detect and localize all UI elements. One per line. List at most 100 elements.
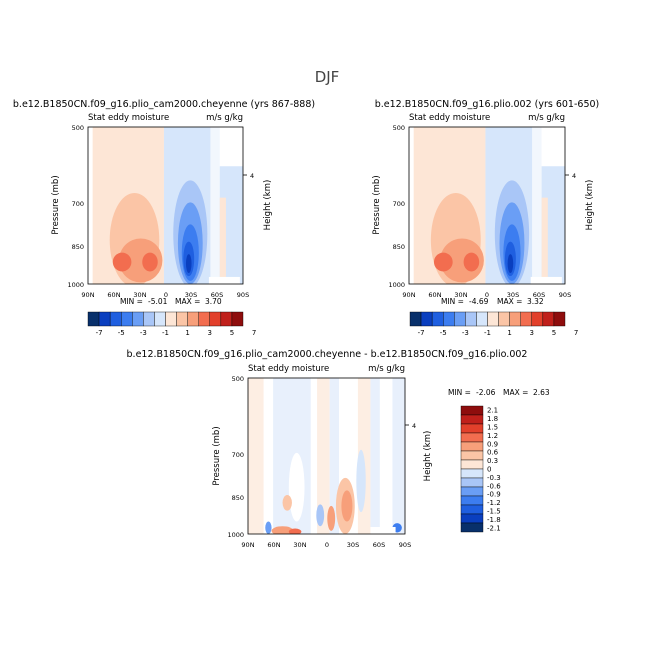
colorbar-swatch [420, 311, 433, 327]
panel-2-max-value: 3.32 [527, 297, 544, 306]
panel-1-xtick: 30S [185, 291, 197, 299]
positive-contour [327, 505, 336, 531]
colorbar-label: 1 [507, 329, 511, 337]
colorbar-swatch [460, 459, 484, 470]
panel-2-ytick-700: 700 [393, 200, 405, 208]
colorbar-swatch [498, 311, 510, 327]
colorbar-label: 2.1 [487, 407, 498, 415]
colorbar-swatch [165, 311, 177, 327]
colorbar-swatch [443, 311, 455, 327]
colorbar-swatch [209, 311, 222, 327]
positive-contour [119, 238, 163, 283]
panel-3-field-label: Stat eddy moisture [248, 364, 329, 374]
panel-2-xtick: 60N [428, 291, 441, 299]
negative-contour [507, 254, 514, 274]
panel-1-title: b.e12.B1850CN.f09_g16.plio_cam2000.cheye… [13, 99, 315, 110]
panel-2-plot-area [409, 127, 565, 284]
panel-2-xtick: 90N [402, 291, 415, 299]
positive-contour [112, 252, 132, 272]
panel-3-xtick: 30S [347, 541, 359, 549]
positive-contour [341, 490, 353, 522]
negative-contour [356, 449, 366, 513]
panel-1-xtick: 90N [81, 291, 94, 299]
colorbar-swatch [531, 311, 544, 327]
colorbar-label: 0 [487, 466, 491, 474]
panel-3-xtick: 90N [241, 541, 254, 549]
panel-3-ylabel: Pressure (mb) [212, 426, 222, 485]
colorbar-label: -0.6 [487, 482, 501, 490]
positive-contour [463, 252, 480, 272]
panel-1-field-label: Stat eddy moisture [88, 113, 169, 123]
panel-1-ytick-1000: 1000 [67, 281, 84, 289]
colorbar-swatch [454, 311, 466, 327]
negative-contour [316, 504, 325, 527]
panel-3-xtick: 90S [399, 541, 411, 549]
panel-3-title: b.e12.B1850CN.f09_g16.plio_cam2000.cheye… [127, 349, 528, 360]
colorbar-label: -1.2 [487, 499, 501, 507]
panel-3-plot-area [248, 378, 405, 534]
colorbar-label: 1.8 [487, 415, 498, 423]
neutral-region [532, 127, 542, 284]
colorbar-label: -1 [484, 329, 491, 337]
colorbar-swatch [220, 311, 233, 327]
panel-3-min-label: MIN = [448, 388, 471, 397]
colorbar-swatch [176, 311, 188, 327]
difference-band [263, 378, 274, 534]
missing-region [530, 276, 562, 284]
panel-1-xticks: 90N 60N 30N 0 30S 60S 90S [81, 291, 249, 299]
panel-2-colorbar: -7 -5 -3 -1 1 3 5 7 [409, 311, 578, 337]
colorbar-label: -1.8 [487, 516, 501, 524]
negative-contour [265, 521, 272, 534]
panel-1-min-label: MIN = [120, 297, 143, 306]
panel-3-xtick: 60N [267, 541, 280, 549]
panel-2-ylabel-right: Height (km) [585, 180, 595, 231]
colorbar-swatch [460, 513, 484, 524]
neutral-region [88, 127, 93, 284]
difference-band [392, 378, 405, 534]
difference-band [310, 378, 318, 534]
colorbar-label: 0.3 [487, 457, 498, 465]
panel-3-xticks: 90N 60N 30N 0 30S 60S 90S [241, 541, 411, 549]
colorbar-label: -1.5 [487, 508, 501, 516]
colorbar-label: 5 [552, 329, 556, 337]
positive-region [541, 197, 548, 284]
panel-3-ytick-850: 850 [232, 494, 244, 502]
positive-contour [282, 495, 292, 511]
colorbar-label: -2.1 [487, 524, 501, 532]
colorbar-swatch [98, 311, 111, 327]
panel-2-units: m/s g/kg [528, 113, 565, 123]
panel-1-xtick: 60N [107, 291, 120, 299]
panel-3: b.e12.B1850CN.f09_g16.plio_cam2000.cheye… [127, 349, 550, 549]
panel-1-units: m/s g/kg [206, 113, 243, 123]
colorbar-swatch [476, 311, 488, 327]
panel-1-ylabel-right: Height (km) [263, 180, 273, 231]
panel-2-ylabel: Pressure (mb) [372, 175, 382, 234]
positive-contour [440, 238, 484, 283]
colorbar-label: -0.9 [487, 491, 501, 499]
panel-2-xtick: 0 [485, 291, 489, 299]
colorbar-swatch [231, 311, 244, 327]
panel-1: b.e12.B1850CN.f09_g16.plio_cam2000.cheye… [13, 99, 315, 337]
colorbar-swatch [553, 311, 566, 327]
missing-region [370, 526, 396, 534]
panel-3-ytick-500: 500 [232, 375, 244, 383]
difference-band [370, 378, 380, 534]
colorbar-swatch [460, 450, 484, 461]
colorbar-swatch [431, 311, 444, 327]
panel-3-xtick: 30N [293, 541, 306, 549]
colorbar-swatch [198, 311, 210, 327]
panel-1-ytick-500: 500 [72, 124, 84, 132]
panel-2-title: b.e12.B1850CN.f09_g16.plio.002 (yrs 601-… [375, 99, 600, 110]
colorbar-swatch [460, 423, 484, 434]
colorbar-label: 3 [208, 329, 212, 337]
colorbar-swatch [460, 432, 484, 443]
colorbar-swatch [460, 441, 484, 452]
colorbar-label: -7 [418, 329, 425, 337]
panel-2-field-label: Stat eddy moisture [409, 113, 490, 123]
panel-1-ytick-850: 850 [72, 243, 84, 251]
negative-contour [185, 254, 192, 274]
panel-2-xtick: 30S [507, 291, 519, 299]
panel-1-ylabel: Pressure (mb) [51, 175, 61, 234]
panel-2-ytick-500: 500 [393, 124, 405, 132]
colorbar-label: -5 [118, 329, 125, 337]
